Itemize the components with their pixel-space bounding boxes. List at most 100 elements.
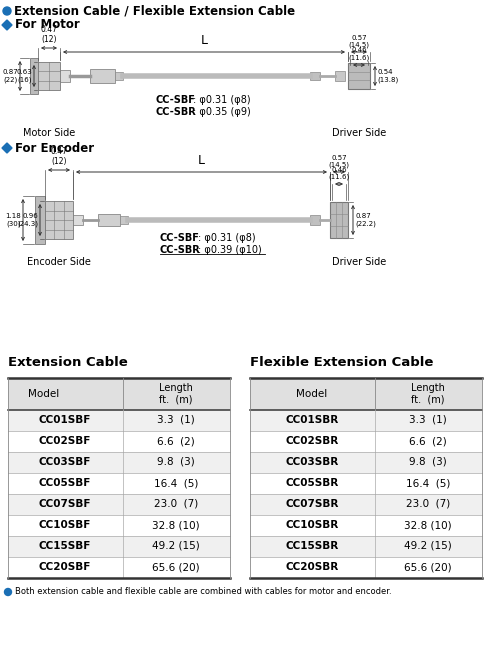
Circle shape [4, 588, 12, 596]
Bar [329, 202, 347, 238]
Text: : φ0.35 (φ9): : φ0.35 (φ9) [193, 107, 250, 117]
Bar [249, 431, 481, 452]
Text: CC10SBF: CC10SBF [39, 520, 91, 530]
Text: Extension Cable: Extension Cable [8, 357, 127, 370]
Text: : φ0.39 (φ10): : φ0.39 (φ10) [198, 245, 261, 255]
Text: 0.47
(12): 0.47 (12) [41, 24, 58, 44]
Text: 1.18
(30): 1.18 (30) [5, 214, 21, 227]
Bar [120, 216, 128, 224]
Text: CC05SBR: CC05SBR [285, 478, 338, 488]
Bar [98, 214, 120, 226]
Bar [249, 473, 481, 494]
Text: 6.6  (2): 6.6 (2) [408, 436, 446, 446]
Circle shape [3, 7, 11, 15]
Text: CC05SBF: CC05SBF [39, 478, 91, 488]
Bar [73, 215, 83, 225]
Text: CC03SBF: CC03SBF [39, 457, 91, 467]
Bar [8, 557, 229, 578]
Polygon shape [2, 143, 12, 153]
Text: 0.46
(11.6): 0.46 (11.6) [328, 167, 349, 180]
Text: CC02SBF: CC02SBF [39, 436, 91, 446]
Bar [347, 63, 369, 89]
Text: Both extension cable and flexible cable are combined with cables for motor and e: Both extension cable and flexible cable … [15, 588, 391, 596]
Text: CC10SBR: CC10SBR [285, 520, 338, 530]
Text: : φ0.31 (φ8): : φ0.31 (φ8) [198, 233, 255, 243]
Text: CC02SBR: CC02SBR [285, 436, 338, 446]
Text: 0.63
(16): 0.63 (16) [16, 69, 32, 83]
Bar [249, 536, 481, 557]
Bar [8, 410, 229, 431]
Text: CC-SBF: CC-SBF [155, 95, 195, 105]
Text: CC07SBF: CC07SBF [39, 499, 91, 509]
Bar [8, 536, 229, 557]
Bar [45, 201, 73, 239]
Bar [249, 515, 481, 536]
Bar [334, 71, 345, 81]
Text: 49.2 (15): 49.2 (15) [403, 541, 451, 551]
Text: CC-SBR: CC-SBR [160, 245, 201, 255]
Text: CC15SBR: CC15SBR [285, 541, 338, 551]
Text: Motor Side: Motor Side [23, 128, 75, 138]
Bar [8, 452, 229, 473]
Text: 23.0  (7): 23.0 (7) [154, 499, 198, 509]
Text: Encoder Side: Encoder Side [27, 257, 91, 267]
Text: Length
ft.  (m): Length ft. (m) [159, 383, 193, 405]
Bar [8, 378, 229, 410]
Text: Driver Side: Driver Side [331, 128, 386, 138]
Text: CC03SBR: CC03SBR [285, 457, 338, 467]
Text: Model: Model [28, 389, 60, 399]
Text: 9.8  (3): 9.8 (3) [157, 457, 195, 467]
Bar [309, 72, 319, 80]
Text: L: L [200, 34, 207, 47]
Text: 3.3  (1): 3.3 (1) [408, 415, 446, 425]
Text: 16.4  (5): 16.4 (5) [405, 478, 449, 488]
Text: 16.4  (5): 16.4 (5) [154, 478, 198, 488]
Polygon shape [2, 20, 12, 30]
Text: 32.8 (10): 32.8 (10) [404, 520, 451, 530]
Text: Extension Cable / Flexible Extension Cable: Extension Cable / Flexible Extension Cab… [14, 5, 295, 18]
Bar [90, 69, 115, 83]
Text: 0.87
(22.2): 0.87 (22.2) [354, 214, 375, 227]
Text: 3.3  (1): 3.3 (1) [157, 415, 195, 425]
Text: CC-SBF: CC-SBF [160, 233, 200, 243]
Text: 23.0  (7): 23.0 (7) [405, 499, 449, 509]
Text: 0.47
(12): 0.47 (12) [50, 146, 67, 166]
Bar [8, 515, 229, 536]
Bar [249, 452, 481, 473]
Text: Flexible Extension Cable: Flexible Extension Cable [249, 357, 432, 370]
Text: CC01SBF: CC01SBF [39, 415, 91, 425]
Text: For Encoder: For Encoder [15, 142, 94, 154]
Text: 0.87
(22): 0.87 (22) [2, 69, 18, 83]
Bar [249, 410, 481, 431]
Bar [8, 473, 229, 494]
Bar [115, 72, 123, 80]
Text: CC01SBR: CC01SBR [285, 415, 338, 425]
Text: CC20SBR: CC20SBR [285, 562, 338, 572]
Text: 9.8  (3): 9.8 (3) [408, 457, 446, 467]
Text: CC07SBR: CC07SBR [285, 499, 338, 509]
Bar [249, 378, 481, 410]
Text: Model: Model [296, 389, 327, 399]
Bar [249, 494, 481, 515]
Text: CC15SBF: CC15SBF [39, 541, 91, 551]
Text: Length
ft.  (m): Length ft. (m) [410, 383, 444, 405]
Text: CC20SBF: CC20SBF [39, 562, 91, 572]
Text: For Motor: For Motor [15, 18, 80, 32]
Text: 6.6  (2): 6.6 (2) [157, 436, 195, 446]
Text: 49.2 (15): 49.2 (15) [152, 541, 200, 551]
Text: 0.57
(14.5): 0.57 (14.5) [328, 154, 349, 168]
Text: CC-SBR: CC-SBR [155, 107, 195, 117]
Text: 32.8 (10): 32.8 (10) [152, 520, 200, 530]
Text: Driver Side: Driver Side [331, 257, 386, 267]
Bar [38, 62, 60, 90]
Bar [30, 58, 38, 94]
Text: 0.96
(24.3): 0.96 (24.3) [17, 214, 38, 227]
Text: 0.57
(14.5): 0.57 (14.5) [348, 34, 369, 48]
Text: L: L [198, 154, 204, 167]
Text: 0.46
(11.6): 0.46 (11.6) [347, 47, 369, 61]
Bar [8, 494, 229, 515]
Bar [309, 215, 319, 225]
Text: 0.54
(13.8): 0.54 (13.8) [376, 69, 397, 83]
Bar [35, 196, 45, 244]
Bar [249, 557, 481, 578]
